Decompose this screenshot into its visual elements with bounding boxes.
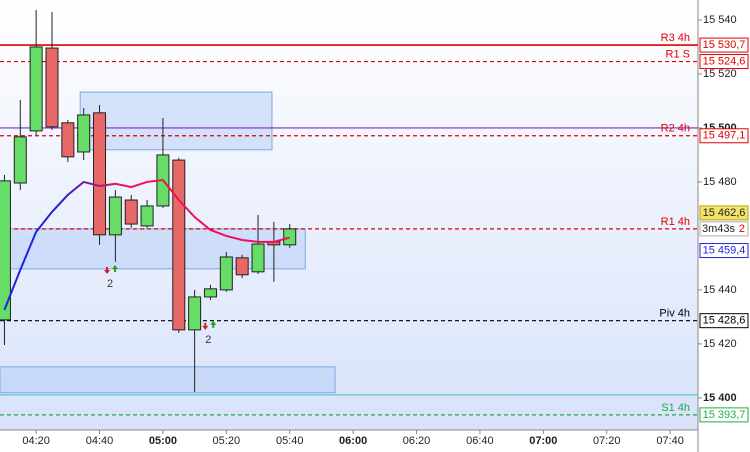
ma-value-box: [699, 243, 749, 259]
timer-count: 2: [739, 223, 745, 235]
x-tick-label: 06:00: [339, 435, 367, 447]
candle-body: [140, 205, 154, 227]
level-value-label: 15 393,7: [703, 409, 746, 421]
y-tick-label: 15 420: [703, 338, 737, 350]
signal-up-arrow: [210, 320, 217, 328]
y-tick-label: 15 540: [703, 14, 737, 26]
level-value-box: [699, 407, 749, 423]
x-tick-label: 04:40: [86, 435, 114, 447]
y-tick-label: 15 400: [703, 392, 737, 404]
level-value-label: 15 497,1: [703, 130, 746, 142]
candle-body: [0, 180, 11, 321]
level-name: R1 4h: [661, 216, 690, 228]
x-tick-label: 06:40: [466, 435, 494, 447]
y-tick-label: 15 520: [703, 68, 737, 80]
candle-body: [219, 256, 233, 291]
current-price-box: [699, 205, 749, 221]
x-tick-label: 05:00: [149, 435, 177, 447]
level-name: S1 4h: [661, 402, 690, 414]
moving-average: [3, 178, 290, 311]
signal-up-arrow: [112, 265, 119, 273]
y-tick-label: 15 440: [703, 284, 737, 296]
candle-body: [235, 257, 249, 276]
zone: [79, 91, 273, 151]
level-name: R3 4h: [661, 32, 690, 44]
signal-count: 2: [107, 278, 113, 290]
level-name: R2 4h: [661, 123, 690, 135]
x-tick-label: 07:40: [656, 435, 684, 447]
timer-box: [699, 221, 749, 237]
level-value-box: [699, 54, 749, 70]
level-value-label: 15 428,6: [703, 315, 746, 327]
signal-count: 2: [205, 334, 211, 346]
level-name: R1 S: [666, 48, 690, 60]
signal-down-arrow: [104, 267, 111, 275]
level-value-box: [699, 313, 749, 329]
candle-body: [188, 296, 202, 331]
x-tick-label: 04:20: [22, 435, 50, 447]
candle-body: [172, 159, 186, 331]
candle-body: [93, 112, 107, 236]
level-value-box: [699, 37, 749, 53]
x-tick-label: 05:20: [213, 435, 241, 447]
candle-body: [77, 114, 91, 153]
timer: 3m43s: [702, 223, 736, 235]
x-tick-label: 06:20: [403, 435, 431, 447]
level-value-box: [699, 128, 749, 144]
candle-body: [108, 196, 122, 236]
x-tick-label: 05:40: [276, 435, 304, 447]
candle-body: [29, 46, 43, 132]
candle-body: [251, 243, 265, 273]
signal-down-arrow: [202, 322, 209, 330]
candle-body: [124, 199, 138, 225]
level-value-label: 15 530,7: [703, 39, 746, 51]
candle-body: [203, 288, 217, 298]
level-value-label: 15 524,6: [703, 55, 746, 67]
zone: [0, 366, 336, 394]
y-tick-label: 15 480: [703, 176, 737, 188]
level-name: Piv 4h: [659, 308, 690, 320]
x-tick-label: 07:20: [593, 435, 621, 447]
current-price-label: 15 462,6: [703, 207, 746, 219]
x-tick-label: 07:00: [529, 435, 557, 447]
candle-body: [13, 136, 27, 184]
candle-body: [283, 228, 297, 246]
ma-value-label: 15 459,4: [703, 244, 746, 256]
candle-body: [45, 47, 59, 128]
candle-body: [61, 122, 75, 158]
